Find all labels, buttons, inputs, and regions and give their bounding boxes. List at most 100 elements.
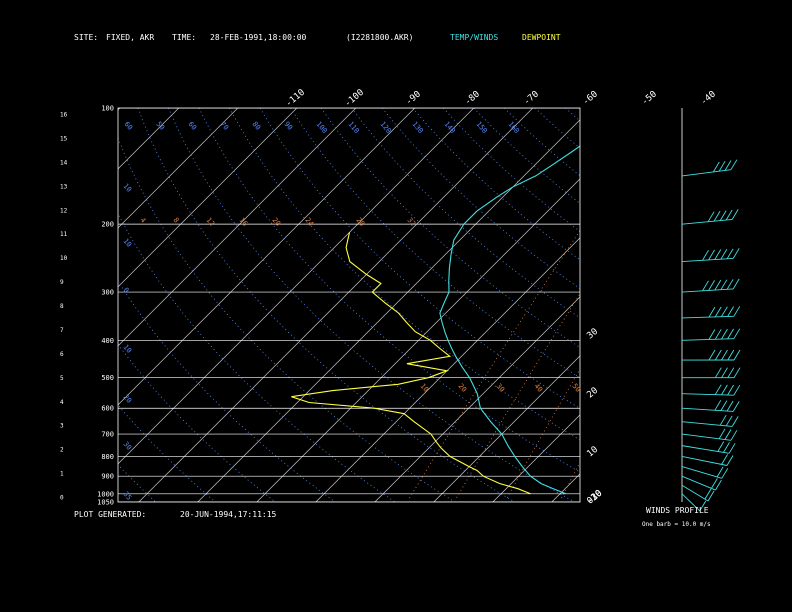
wind-barb <box>681 328 741 341</box>
dry-adiabat-line <box>412 108 580 261</box>
mixing-ratio-label: 8 <box>171 216 180 224</box>
dry-adiabat-line <box>627 108 792 502</box>
dry-adiabat-label: 130 <box>410 120 424 135</box>
height-km-label: 10 <box>60 255 68 262</box>
isotherm-top-label: -80 <box>463 89 482 107</box>
legend-dewpoint: DEWPOINT <box>522 33 561 42</box>
isotherm-line <box>118 108 416 406</box>
dry-adiabat-line <box>688 108 792 502</box>
isotherm-line <box>118 108 298 288</box>
pressure-tick-label: 600 <box>101 405 114 413</box>
isotherm-top-label: -110 <box>284 88 307 110</box>
isotherm-line <box>197 119 580 502</box>
height-km-label: 15 <box>60 135 68 142</box>
isotherm-top-label: -40 <box>699 89 718 107</box>
dry-adiabat-label: 90 <box>282 120 294 132</box>
mixing-ratio-label: 28 <box>354 216 366 228</box>
dry-adiabat-label: 10 <box>121 182 133 194</box>
dry-adiabat-label: 10 <box>121 343 133 355</box>
mixing-ratio-line <box>619 224 762 500</box>
isotherm-line <box>118 108 239 229</box>
mixing-ratio-label: 30 <box>494 382 506 394</box>
pressure-tick-label: 900 <box>101 473 114 481</box>
mixing-ratio-line <box>761 224 792 500</box>
isotherm-right-label: 10 <box>585 445 600 460</box>
isotherm-top-label: -100 <box>343 88 366 110</box>
dry-adiabat-label: 20 <box>121 393 133 405</box>
dry-adiabat-line <box>504 108 580 177</box>
mixing-ratio-line <box>454 293 580 501</box>
pressure-tick-label: 1050 <box>97 499 114 507</box>
height-km-label: 6 <box>60 351 64 358</box>
dry-adiabat-label: 30 <box>121 440 133 452</box>
dry-adiabat-line <box>443 108 580 232</box>
wind-barb <box>681 400 740 412</box>
mixing-ratio-line <box>682 224 792 500</box>
dry-adiabat-line <box>779 108 792 502</box>
dewpoint-profile-line <box>291 232 531 495</box>
dry-adiabat-line <box>168 108 575 502</box>
dry-adiabat-line <box>229 108 580 441</box>
dry-adiabat-label: 80 <box>250 120 262 132</box>
wind-barb <box>681 466 729 479</box>
dry-adiabat-line <box>534 108 580 149</box>
height-km-label: 7 <box>60 327 64 334</box>
isotherm-right-label: 20 <box>585 386 600 401</box>
mixing-ratio-label: 20 <box>270 216 282 228</box>
wind-barb <box>681 414 739 427</box>
isotherm-top-label: -70 <box>522 89 541 107</box>
dry-adiabat-line <box>118 136 456 502</box>
dry-adiabat-label: 150 <box>474 120 488 135</box>
isotherm-line <box>315 237 580 502</box>
pressure-tick-label: 300 <box>101 289 114 297</box>
winds-profile-label: WINDS PROFILE <box>646 506 709 515</box>
isotherm-line <box>256 178 580 502</box>
height-km-label: 0 <box>60 495 64 502</box>
pressure-tick-label: 100 <box>101 105 114 113</box>
height-km-label: 13 <box>60 183 68 190</box>
pressure-tick-label: 700 <box>101 431 114 439</box>
dry-adiabat-label: 35 <box>121 490 133 502</box>
dry-adiabat-line <box>657 108 792 502</box>
isotherm-line <box>729 108 792 502</box>
dry-adiabat-line <box>749 108 792 502</box>
pressure-tick-label: 800 <box>101 453 114 461</box>
dry-adiabat-line <box>118 343 276 502</box>
dry-adiabat-label: 140 <box>442 120 456 135</box>
isotherm-right-label: 0 <box>585 495 596 506</box>
height-km-label: 5 <box>60 375 64 382</box>
isotherm-line <box>118 108 180 170</box>
height-km-label: 16 <box>60 112 68 119</box>
height-km-label: 8 <box>60 303 64 310</box>
isotherm-right-label: 30 <box>585 327 600 342</box>
wind-barb <box>681 428 738 441</box>
pressure-tick-label: 200 <box>101 221 114 229</box>
height-km-label: 2 <box>60 447 64 454</box>
isotherm-line <box>374 296 580 502</box>
wind-barb <box>681 441 736 454</box>
isotherm-line <box>118 108 475 465</box>
mixing-ratio-line <box>703 224 792 500</box>
mixing-ratio-line <box>655 224 792 500</box>
height-km-label: 11 <box>60 231 68 238</box>
isotherm-line <box>0 108 61 502</box>
temperature-profile-line <box>439 145 580 495</box>
wind-barb <box>681 454 734 466</box>
mixing-ratio-label: 40 <box>532 382 544 394</box>
mixing-ratio-line <box>505 368 580 501</box>
barb-note: One barb = 10.0 m/s <box>642 521 711 528</box>
mixing-ratio-label: 32 <box>405 216 417 228</box>
pressure-tick-label: 1000 <box>97 490 114 498</box>
site-value: FIXED, AKR <box>106 33 155 42</box>
isotherm-line <box>0 108 2 502</box>
dry-adiabat-line <box>137 108 515 502</box>
height-km-label: 4 <box>60 399 64 406</box>
dry-adiabat-label: 100 <box>314 120 328 135</box>
isotherm-line <box>611 108 792 502</box>
wind-barb <box>681 278 740 293</box>
mixing-ratio-label: 10 <box>418 382 430 394</box>
isotherm-top-label: -60 <box>581 89 600 107</box>
time-label: TIME: <box>172 33 197 42</box>
height-km-label: 9 <box>60 279 64 286</box>
